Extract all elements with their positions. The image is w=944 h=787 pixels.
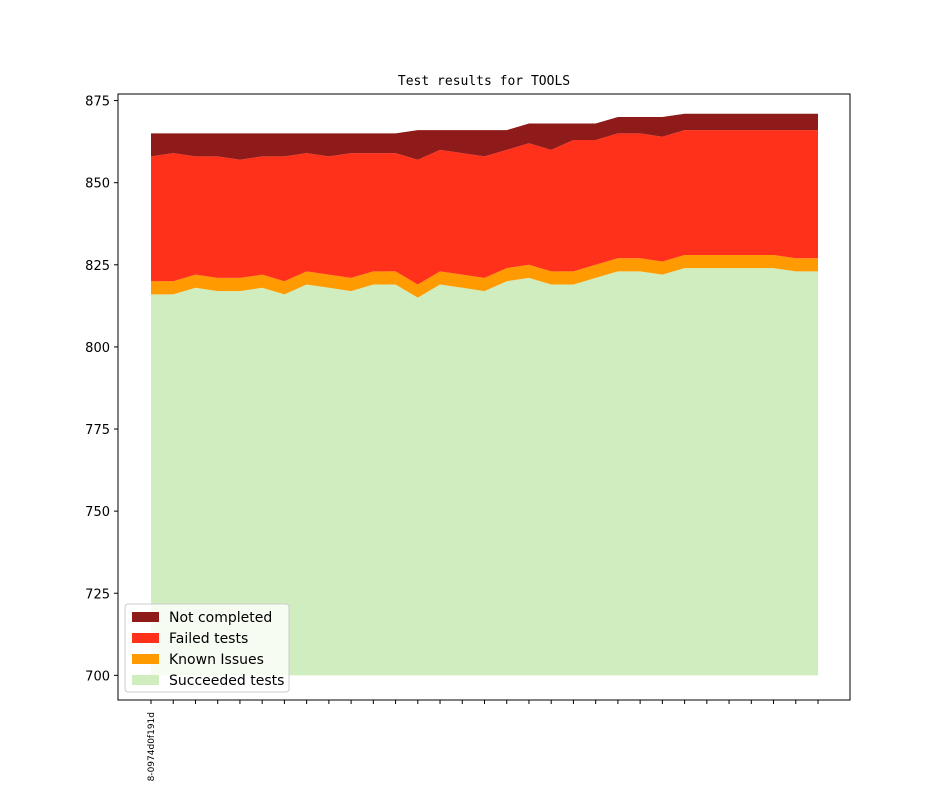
y-tick-label: 825 [85, 259, 110, 274]
y-tick-label: 875 [85, 95, 110, 110]
x-axis: 8-0974d0f191d [147, 700, 819, 781]
y-tick-label: 800 [85, 341, 110, 356]
y-tick-label: 700 [85, 669, 110, 684]
legend-label: Known Issues [169, 652, 264, 668]
legend-swatch-not-completed [132, 612, 159, 622]
area-series-not-completed [151, 113, 818, 160]
x-tick-label: 8-0974d0f191d [147, 712, 157, 781]
y-axis: 700 725 750 775 800 825 850 875 [85, 95, 118, 684]
y-tick-label: 775 [85, 423, 110, 438]
y-tick-label: 725 [85, 587, 110, 602]
legend-label: Succeeded tests [169, 673, 284, 689]
legend: Not completed Failed tests Known Issues Suc… [124, 603, 290, 693]
y-tick-label: 750 [85, 505, 110, 520]
area-series-known-issues [151, 254, 818, 298]
legend-swatch-succeeded-tests [132, 675, 159, 685]
area-layers [151, 113, 818, 676]
chart-title: Test results for TOOLS [398, 74, 570, 89]
legend-label: Failed tests [169, 631, 248, 647]
legend-label: Not completed [169, 610, 272, 626]
area-series-failed-tests [151, 130, 818, 285]
legend-swatch-failed-tests [132, 633, 159, 643]
y-tick-label: 850 [85, 177, 110, 192]
area-series-succeeded-tests [151, 268, 818, 676]
legend-box [124, 603, 290, 693]
legend-swatch-known-issues [132, 654, 159, 664]
